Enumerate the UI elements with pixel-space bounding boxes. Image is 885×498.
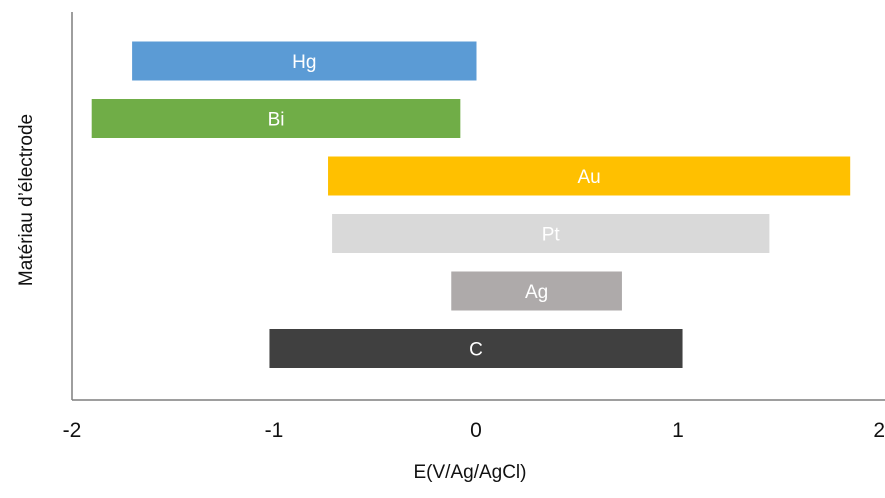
bars-layer: Hg Bi Au Pt Ag C [91, 41, 851, 368]
bar-rect-hg [132, 41, 477, 81]
y-axis-title: Matériau d’électrode [16, 114, 37, 286]
bar-label-ag: Ag [525, 282, 548, 303]
x-tick-label: -2 [63, 419, 82, 442]
bar-ag: Ag [451, 271, 622, 311]
bar-label-hg: Hg [292, 52, 316, 73]
bar-rect-au [328, 156, 851, 196]
x-axis-title: E(V/Ag/AgCl) [414, 462, 527, 483]
bar-rect-bi [91, 99, 461, 138]
bar-rect-pt [332, 214, 770, 253]
bar-au: Au [328, 156, 851, 196]
bar-label-c: C [469, 340, 483, 361]
bar-bi: Bi [91, 99, 461, 138]
bar-label-pt: Pt [542, 225, 561, 246]
bar-hg: Hg [132, 41, 477, 81]
bar-rect-ag [451, 271, 622, 311]
bar-label-au: Au [577, 167, 600, 188]
x-tick-label: 2 [873, 419, 885, 442]
bar-label-bi: Bi [268, 110, 285, 131]
axes-layer [71, 12, 885, 401]
bar-rect-c [269, 329, 683, 368]
x-tick-labels: -2 -1 0 1 2 [63, 419, 885, 442]
x-tick-label: 1 [672, 419, 684, 442]
x-tick-label: -1 [265, 419, 284, 442]
bar-pt: Pt [332, 214, 770, 253]
x-tick-label: 0 [470, 419, 482, 442]
bar-c: C [269, 329, 683, 368]
